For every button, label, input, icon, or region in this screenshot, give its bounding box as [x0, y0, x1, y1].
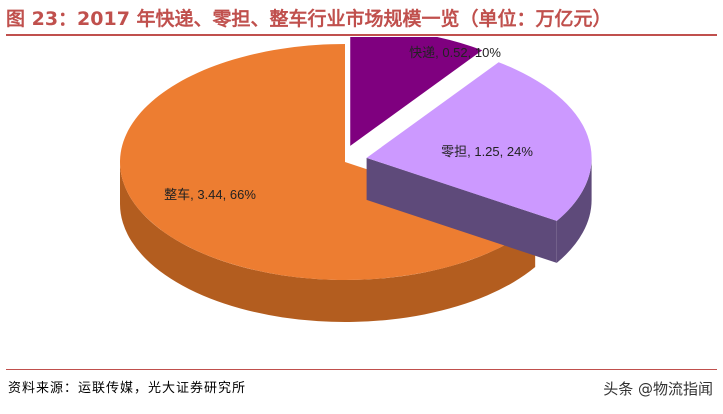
slice-label-整车: 整车, 3.44, 66%: [164, 187, 256, 202]
pie-chart: 快递, 0.52, 10% 零担, 1.25, 24% 整车, 3.44, 66%: [0, 27, 723, 367]
source-rule: [6, 369, 717, 370]
watermark: 头条 @物流指闻: [603, 380, 713, 398]
slice-label-零担: 零担, 1.25, 24%: [441, 144, 533, 159]
pie-chart-svg: 快递, 0.52, 10% 零担, 1.25, 24% 整车, 3.44, 66%: [119, 27, 592, 322]
pie-slice-edge-零担: [366, 157, 557, 263]
chart-title: 图 23：2017 年快递、零担、整车行业市场规模一览（单位：万亿元）: [6, 8, 612, 30]
pie-slice-top-零担: [366, 62, 592, 221]
slice-label-快递: 快递, 0.52, 10%: [409, 45, 501, 60]
pie-slice-side-整车: [120, 162, 536, 322]
pie-slice-快递: [350, 27, 483, 146]
pie-slice-零担: [366, 62, 592, 263]
source-note: 资料来源：运联传媒，光大证券研究所: [8, 381, 247, 396]
title-rule: [6, 34, 717, 36]
pie-slice-top-快递: [350, 27, 483, 146]
pie-slice-side-零担: [556, 157, 592, 263]
